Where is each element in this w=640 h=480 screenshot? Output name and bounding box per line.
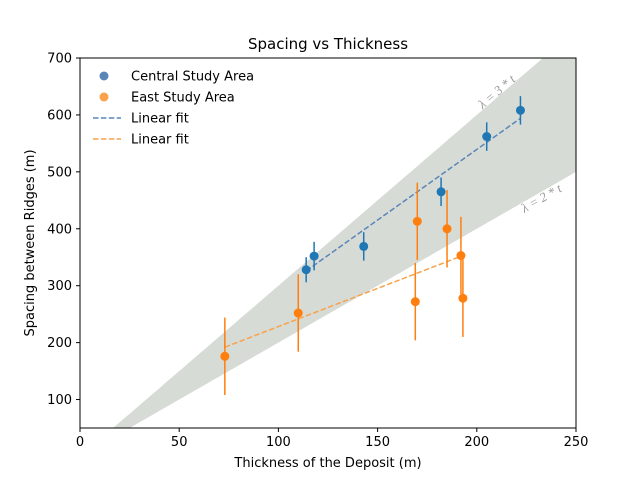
legend-label: East Study Area [131,91,235,106]
point-central [301,265,311,275]
y-tick-label: 500 [47,165,72,180]
legend-marker [99,71,109,81]
point-east [456,251,466,261]
legend: Central Study Area East Study Area Linear … [93,70,254,148]
y-tick-label: 700 [47,52,72,67]
x-tick-label: 50 [171,435,188,450]
x-axis: 0 50 100 150 200 250 [76,428,589,450]
chart-title: Spacing vs Thickness [248,35,408,53]
fit-line-central [305,117,521,272]
legend-marker [99,92,109,102]
plot-frame [79,57,577,429]
point-east [293,308,303,318]
x-tick-label: 100 [266,435,291,450]
fit-line-east [224,254,464,348]
x-tick-label: 150 [365,435,390,450]
y-tick-label: 100 [47,393,72,408]
point-central [436,187,446,197]
point-central [482,132,492,142]
legend-label: Central Study Area [131,70,254,85]
point-central [309,251,319,261]
y-tick-label: 200 [47,336,72,351]
y-axis: 100 200 300 400 500 600 700 [47,52,80,408]
point-central [359,241,369,251]
y-tick-label: 600 [47,108,72,123]
legend-label: Linear fit [131,133,189,148]
legend-label: Linear fit [131,112,189,127]
point-east [220,351,230,361]
x-tick-label: 200 [464,435,489,450]
point-east [458,293,468,303]
x-tick-label: 250 [564,435,589,450]
y-tick-label: 300 [47,279,72,294]
band-region [112,58,576,428]
y-axis-label: Spacing between Ridges (m) [23,149,38,336]
x-tick-label: 0 [76,435,84,450]
point-east [442,224,452,234]
y-tick-label: 400 [47,222,72,237]
point-east [412,216,422,226]
point-central [515,105,525,115]
point-east [410,297,420,307]
x-axis-label: Thickness of the Deposit (m) [233,456,421,471]
